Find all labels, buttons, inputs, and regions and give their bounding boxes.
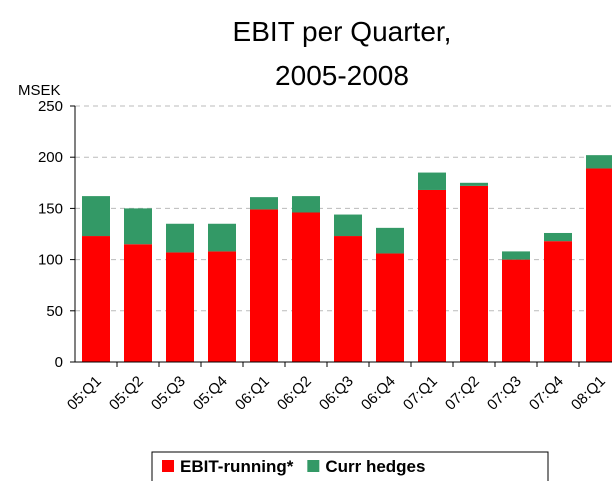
y-axis-label: MSEK [18,82,61,99]
y-tick-label: 150 [38,200,63,217]
y-tick-label: 100 [38,252,63,269]
x-tick-label: 08:Q1 [568,373,609,414]
legend-label: EBIT-running* [180,457,294,476]
bar-segment [208,223,236,252]
bar-segment [586,168,612,362]
x-tick-label: 06:Q3 [316,373,357,414]
bar-segment [334,236,362,362]
bar-segment [166,223,194,253]
x-tick-label: 06:Q4 [358,373,399,414]
y-tick-label: 0 [55,354,63,371]
x-tick-label: 05:Q4 [190,373,231,414]
x-tick-label: 07:Q2 [442,373,483,414]
bar-segment [166,252,194,362]
x-tick-label: 05:Q1 [64,373,105,414]
y-tick-label: 50 [46,303,63,320]
x-tick-label: 07:Q3 [484,373,525,414]
bar-segment [376,227,404,254]
bar-segment [376,253,404,362]
legend-box [151,451,549,481]
x-tick-label: 05:Q3 [148,373,189,414]
x-tick-label: 06:Q2 [274,373,315,414]
x-tick-label: 05:Q2 [106,373,147,414]
x-tick-label: 07:Q1 [400,373,441,414]
bar-segment [250,197,278,210]
bar-segment [250,209,278,362]
bar-segment [124,208,152,245]
bar-segment [418,189,446,362]
bar-segment [82,196,110,237]
bar-segment [544,232,572,242]
legend-swatch [307,460,320,472]
legend-swatch [162,460,174,472]
bar-segment [586,155,612,169]
bar-segment [82,236,110,362]
x-tick-label: 06:Q1 [232,373,273,414]
bar-segment [418,172,446,190]
bar-segment [502,259,530,362]
chart-title: EBIT per Quarter, 2005-2008 [232,16,452,91]
bar-segment [544,241,572,362]
bar-segment [292,196,320,213]
y-tick-label: 250 [38,98,63,115]
bar-segment [292,212,320,362]
y-tick-label: 200 [38,149,63,166]
legend-label: Curr hedges [325,457,425,476]
bar-segment [124,244,152,362]
bar-segment [502,251,530,260]
bar-segment [334,214,362,237]
bar-segment [460,182,488,186]
x-tick-label: 07:Q4 [526,373,567,414]
bar-segment [460,185,488,362]
bar-segment [208,251,236,362]
